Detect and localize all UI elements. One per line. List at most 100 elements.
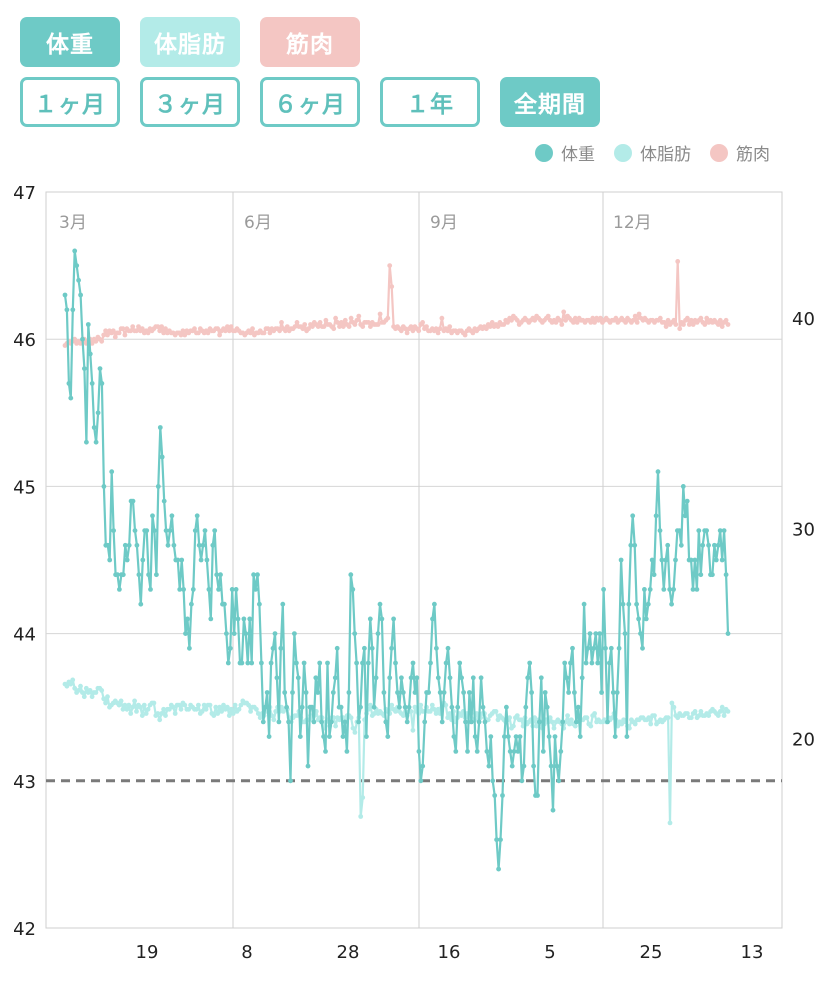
data-point xyxy=(685,315,690,321)
data-point xyxy=(684,498,690,504)
data-point xyxy=(592,711,597,716)
data-point xyxy=(360,660,365,666)
legend-item-bodyfat[interactable]: 体脂肪 xyxy=(614,140,691,165)
data-point xyxy=(608,645,614,651)
data-point xyxy=(177,587,183,592)
data-point xyxy=(335,320,340,325)
data-point xyxy=(301,660,307,666)
data-point xyxy=(627,725,632,731)
data-point xyxy=(344,749,350,754)
data-point xyxy=(717,709,723,714)
data-point xyxy=(500,793,505,798)
period-button-6months[interactable]: ６ヶ月 xyxy=(260,77,360,127)
data-point xyxy=(178,706,184,712)
data-point xyxy=(117,587,122,592)
data-point xyxy=(406,704,412,710)
data-point xyxy=(187,645,192,651)
period-button-1month[interactable]: １ヶ月 xyxy=(20,77,120,127)
data-point xyxy=(150,513,155,519)
data-point xyxy=(667,587,673,592)
metric-button-weight[interactable]: 体重 xyxy=(20,17,120,67)
data-point xyxy=(270,645,276,651)
data-point xyxy=(449,704,455,710)
data-point xyxy=(397,704,402,710)
data-point xyxy=(634,320,640,325)
metric-button-muscle[interactable]: 筋肉 xyxy=(260,17,360,67)
data-point xyxy=(207,702,213,708)
data-point xyxy=(246,702,252,708)
data-point xyxy=(561,309,567,315)
y-right-tick-label: 30 xyxy=(792,519,815,540)
y-right-tick-label: 20 xyxy=(792,730,815,751)
data-point xyxy=(646,715,652,721)
data-point xyxy=(373,675,379,681)
data-point xyxy=(495,324,501,329)
data-point xyxy=(593,631,599,636)
data-point xyxy=(673,322,679,327)
data-point xyxy=(87,351,93,357)
metric-button-bodyfat[interactable]: 体脂肪 xyxy=(140,17,240,67)
data-point xyxy=(529,690,534,695)
data-point xyxy=(70,307,76,313)
data-point xyxy=(638,631,643,636)
data-point xyxy=(725,709,731,714)
data-point xyxy=(371,711,377,716)
data-point xyxy=(109,469,115,475)
data-point xyxy=(472,734,478,739)
data-point xyxy=(649,557,655,563)
data-point xyxy=(595,660,601,666)
period-button-3months[interactable]: ３ヶ月 xyxy=(140,77,240,127)
data-point xyxy=(688,715,694,721)
x-tick-label: 16 xyxy=(438,942,461,963)
data-point xyxy=(268,660,274,666)
data-point xyxy=(677,528,682,533)
legend-label: 体重 xyxy=(561,145,595,165)
data-point xyxy=(99,381,105,386)
data-point xyxy=(179,557,185,563)
data-point xyxy=(698,572,704,578)
data-point xyxy=(167,706,172,712)
data-point xyxy=(717,317,723,323)
data-point xyxy=(523,704,529,710)
data-point xyxy=(559,322,565,327)
data-point xyxy=(642,587,647,592)
data-point xyxy=(612,734,618,739)
data-point xyxy=(122,702,128,708)
data-point xyxy=(495,717,501,723)
data-point xyxy=(706,542,711,548)
data-point xyxy=(118,698,124,704)
data-point xyxy=(116,702,122,708)
data-point xyxy=(354,660,359,666)
data-point xyxy=(632,313,638,319)
data-point xyxy=(504,704,509,710)
data-point xyxy=(310,324,315,329)
data-point xyxy=(333,315,338,321)
data-point xyxy=(434,645,439,651)
data-point xyxy=(250,326,255,332)
legend-item-weight[interactable]: 体重 xyxy=(535,140,595,165)
data-point xyxy=(588,723,594,729)
data-point xyxy=(257,601,262,607)
data-point xyxy=(581,601,587,607)
data-point xyxy=(572,690,577,695)
period-button-1year[interactable]: １年 xyxy=(380,77,480,127)
data-point xyxy=(178,332,184,338)
data-point xyxy=(186,706,192,712)
data-point xyxy=(212,528,218,533)
data-point xyxy=(292,324,298,329)
data-point xyxy=(618,557,624,563)
data-point xyxy=(690,322,696,327)
data-point xyxy=(605,719,610,725)
data-point xyxy=(375,322,381,327)
data-point xyxy=(725,631,731,636)
data-point xyxy=(340,734,346,739)
data-point xyxy=(323,317,329,323)
data-point xyxy=(704,315,710,321)
data-point xyxy=(395,690,400,695)
data-point xyxy=(290,690,295,695)
data-point xyxy=(297,734,303,739)
legend-item-muscle[interactable]: 筋肉 xyxy=(710,140,770,165)
period-button-all[interactable]: 全期間 xyxy=(500,77,600,127)
data-point xyxy=(399,675,404,681)
data-point xyxy=(243,631,249,636)
